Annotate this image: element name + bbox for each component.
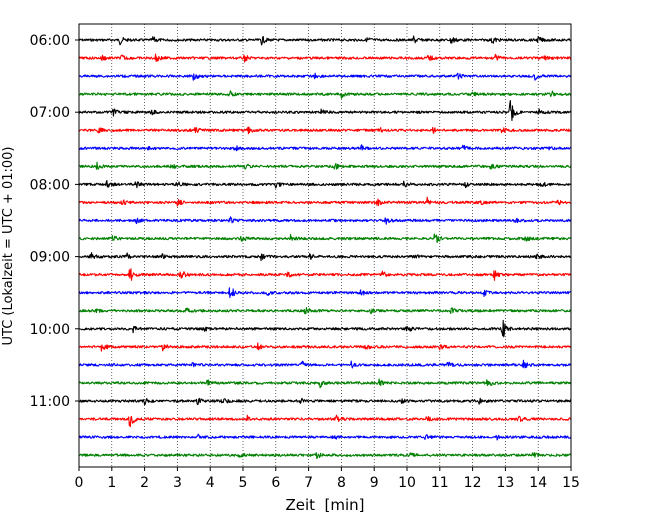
seismic-traces: 06:00 06:15 06:30 06:4507:00 07:15 07:30 07:45…	[78, 35, 572, 459]
x-axis-label: Zeit [min]	[285, 496, 364, 514]
x-tick-label: 14	[529, 475, 547, 491]
x-tick-label: 4	[206, 475, 215, 491]
seismic-trace-0600: 06:00	[78, 35, 572, 46]
x-tick-label: 6	[271, 475, 280, 491]
seismic-trace-1145: 11:45	[78, 452, 572, 459]
seismic-trace-1015: 10:15	[78, 342, 572, 352]
seismic-trace-0815: 08:15	[78, 196, 572, 207]
x-tick-label: 3	[173, 475, 182, 491]
seismic-trace-1115: 11:15	[78, 414, 572, 428]
x-tick-label: 10	[398, 475, 416, 491]
seismic-trace-0845: 08:45	[78, 233, 572, 244]
seismic-trace-1045: 10:45	[78, 378, 572, 389]
x-axis-ticks: 0 1 2 3 4 5 6 7 8 9 10 11 12 13 14 15	[75, 467, 580, 491]
seismic-trace-0645: 06:45	[78, 90, 572, 99]
x-tick-label: 8	[337, 475, 346, 491]
x-tick-label: 0	[75, 475, 84, 491]
seismic-trace-1000: 10:00	[78, 319, 572, 338]
seismic-trace-1030: 10:30	[78, 359, 572, 369]
plot-frame	[78, 23, 572, 468]
y-tick-label: 08:00	[30, 177, 70, 193]
seismic-trace-0800: 08:00	[78, 180, 572, 189]
seismic-trace-0630: 06:30	[78, 72, 572, 81]
y-tick-label: 07:00	[30, 105, 70, 121]
seismic-trace-1100: 11:00	[78, 397, 572, 406]
seismic-trace-0930: 09:30	[78, 287, 572, 299]
seismic-trace-0730: 07:30	[78, 144, 572, 152]
x-tick-label: 12	[464, 475, 482, 491]
y-axis-ticks: 06:00 07:00 08:00 09:00 10:00 11:00	[30, 33, 79, 410]
x-tick-label: 7	[304, 475, 313, 491]
y-tick-label: 11:00	[30, 394, 70, 410]
seismic-trace-0900: 09:00	[78, 252, 572, 262]
x-tick-label: 5	[239, 475, 248, 491]
seismic-trace-0915: 09:15	[78, 268, 572, 281]
seismic-trace-0615: 06:15	[78, 53, 572, 63]
x-tick-label: 2	[140, 475, 149, 491]
seismic-trace-0745: 07:45	[78, 161, 572, 170]
x-tick-label: 13	[496, 475, 514, 491]
x-tick-label: 1	[107, 475, 116, 491]
seismic-trace-0945: 09:45	[78, 306, 572, 315]
x-tick-label: 15	[562, 475, 580, 491]
y-tick-label: 06:00	[30, 33, 70, 49]
y-axis-label: UTC (Lokalzeit = UTC + 01:00)	[1, 147, 16, 346]
seismic-trace-1130: 11:30	[78, 433, 572, 441]
seismic-trace-0830: 08:30	[78, 216, 572, 225]
y-tick-label: 10:00	[30, 322, 70, 338]
seismic-trace-0700: 07:00	[78, 100, 572, 121]
x-tick-label: 11	[431, 475, 449, 491]
vertical-grid	[111, 24, 539, 467]
y-tick-label: 09:00	[30, 250, 70, 266]
seismic-trace-0715: 07:15	[78, 126, 572, 135]
x-tick-label: 9	[370, 475, 379, 491]
